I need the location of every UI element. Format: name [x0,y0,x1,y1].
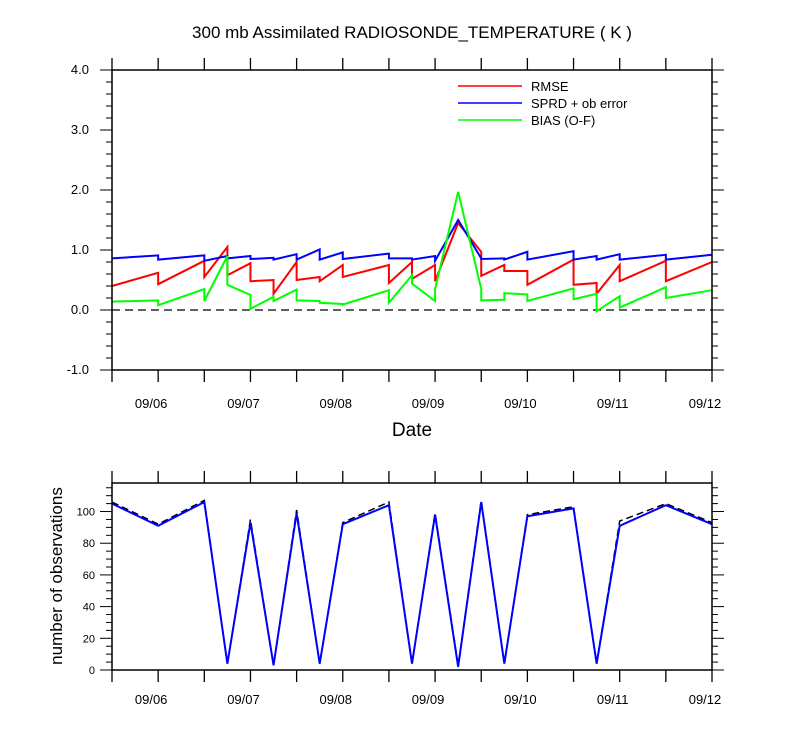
top-plot-frame [111,69,713,371]
series-line-bias-o-f [111,191,713,314]
x-tick-label: 09/07 [227,396,260,411]
legend-label-bias: BIAS (O-F) [531,113,595,128]
series-line-sprd-ob-error [111,218,713,265]
series-line-assimilated-observations [111,500,713,667]
y-axis-label: number of observations [47,487,66,665]
x-tick-label: 09/08 [319,396,352,411]
x-tick-label: 09/06 [135,692,168,707]
y-tick-label: 80 [83,538,95,550]
x-tick-label: 09/11 [597,396,629,411]
x-tick-label: 09/09 [412,396,445,411]
y-tick-label: 20 [83,633,95,645]
bottom-plot-frame [111,482,713,671]
x-tick-label: 09/10 [504,692,537,707]
x-axis-label: Date [392,420,432,441]
y-tick-label: -1.0 [67,362,89,377]
y-tick-label: 4.0 [71,62,89,77]
chart-title: 300 mb Assimilated RADIOSONDE_TEMPERATUR… [192,23,632,42]
x-tick-label: 09/10 [504,396,537,411]
y-tick-label: 40 [83,602,95,614]
x-tick-label: 09/08 [319,692,352,707]
y-tick-label: 0.0 [71,302,89,317]
x-tick-label: 09/09 [412,692,445,707]
x-tick-label: 09/07 [227,692,260,707]
y-tick-label: 100 [77,507,95,519]
legend-label-rmse: RMSE [531,79,569,94]
legend: RMSE SPRD + ob error BIAS (O-F) [458,79,628,128]
y-tick-label: 0 [89,665,95,677]
y-tick-label: 3.0 [71,122,89,137]
observation-count-chart: 09/06 09/07 09/08 09/09 09/10 09/11 09/12 0 20 4… [47,471,724,707]
y-tick-label: 60 [83,570,95,582]
x-tick-label: 09/06 [135,396,168,411]
x-tick-label: 09/11 [597,692,629,707]
series-line-rmse [111,221,713,297]
y-tick-label: 1.0 [71,242,89,257]
y-tick-label: 2.0 [71,182,89,197]
rmse-spread-bias-chart: 09/06 09/07 09/08 09/09 09/10 09/11 09/12 -1.0… [67,58,724,441]
x-tick-label: 09/12 [689,396,722,411]
legend-label-sprd: SPRD + ob error [531,96,628,111]
x-tick-label: 09/12 [689,692,722,707]
